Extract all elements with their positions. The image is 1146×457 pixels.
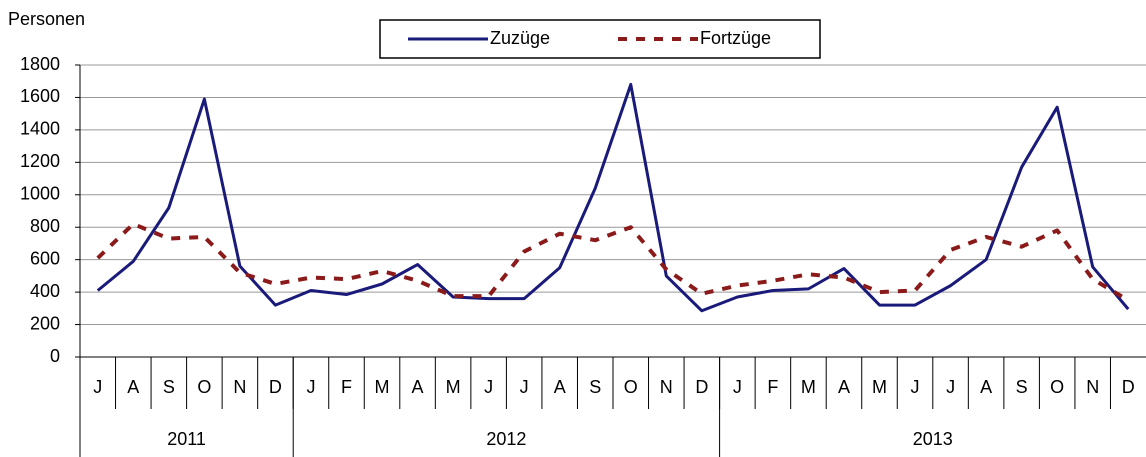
- x-tick-label: O: [197, 377, 211, 397]
- x-tick-label: F: [341, 377, 352, 397]
- x-tick-label: N: [1086, 377, 1099, 397]
- x-tick-label: N: [233, 377, 246, 397]
- x-tick-label: D: [1122, 377, 1135, 397]
- y-axis-label: Personen: [8, 9, 85, 29]
- x-tick-label: J: [306, 377, 315, 397]
- legend-label: Fortzüge: [700, 28, 771, 48]
- series-line: [96, 221, 1130, 302]
- y-tick-label: 200: [30, 313, 60, 333]
- x-tick-label: A: [980, 377, 992, 397]
- y-tick-label: 800: [30, 216, 60, 236]
- x-tick-label: S: [1016, 377, 1028, 397]
- x-tick-label: J: [733, 377, 742, 397]
- x-tick-label: A: [127, 377, 139, 397]
- x-tick-label: D: [695, 377, 708, 397]
- x-tick-label: J: [484, 377, 493, 397]
- x-tick-label: M: [872, 377, 887, 397]
- y-tick-label: 1400: [20, 119, 60, 139]
- y-tick-label: 1800: [20, 54, 60, 74]
- y-tick-label: 1200: [20, 151, 60, 171]
- x-tick-label: S: [163, 377, 175, 397]
- x-tick-label: O: [624, 377, 638, 397]
- x-tick-label: M: [801, 377, 816, 397]
- x-tick-label: A: [838, 377, 850, 397]
- legend-label: Zuzüge: [490, 28, 550, 48]
- x-tick-label: D: [269, 377, 282, 397]
- y-tick-label: 1600: [20, 86, 60, 106]
- x-tick-label: J: [946, 377, 955, 397]
- x-tick-label: S: [589, 377, 601, 397]
- y-tick-label: 600: [30, 248, 60, 268]
- x-tick-label: J: [93, 377, 102, 397]
- x-tick-label: F: [767, 377, 778, 397]
- x-tick-label: J: [911, 377, 920, 397]
- x-tick-label: N: [660, 377, 673, 397]
- x-tick-label: O: [1050, 377, 1064, 397]
- x-tick-label: A: [554, 377, 566, 397]
- y-tick-label: 1000: [20, 184, 60, 204]
- group-label: 2012: [486, 429, 526, 449]
- series-line: [96, 82, 1130, 313]
- y-tick-label: 400: [30, 281, 60, 301]
- x-tick-label: A: [412, 377, 424, 397]
- y-tick-label: 0: [50, 346, 60, 366]
- group-label: 2013: [913, 429, 953, 449]
- x-tick-label: M: [375, 377, 390, 397]
- x-tick-label: J: [520, 377, 529, 397]
- x-tick-label: M: [446, 377, 461, 397]
- group-label: 2011: [167, 429, 206, 449]
